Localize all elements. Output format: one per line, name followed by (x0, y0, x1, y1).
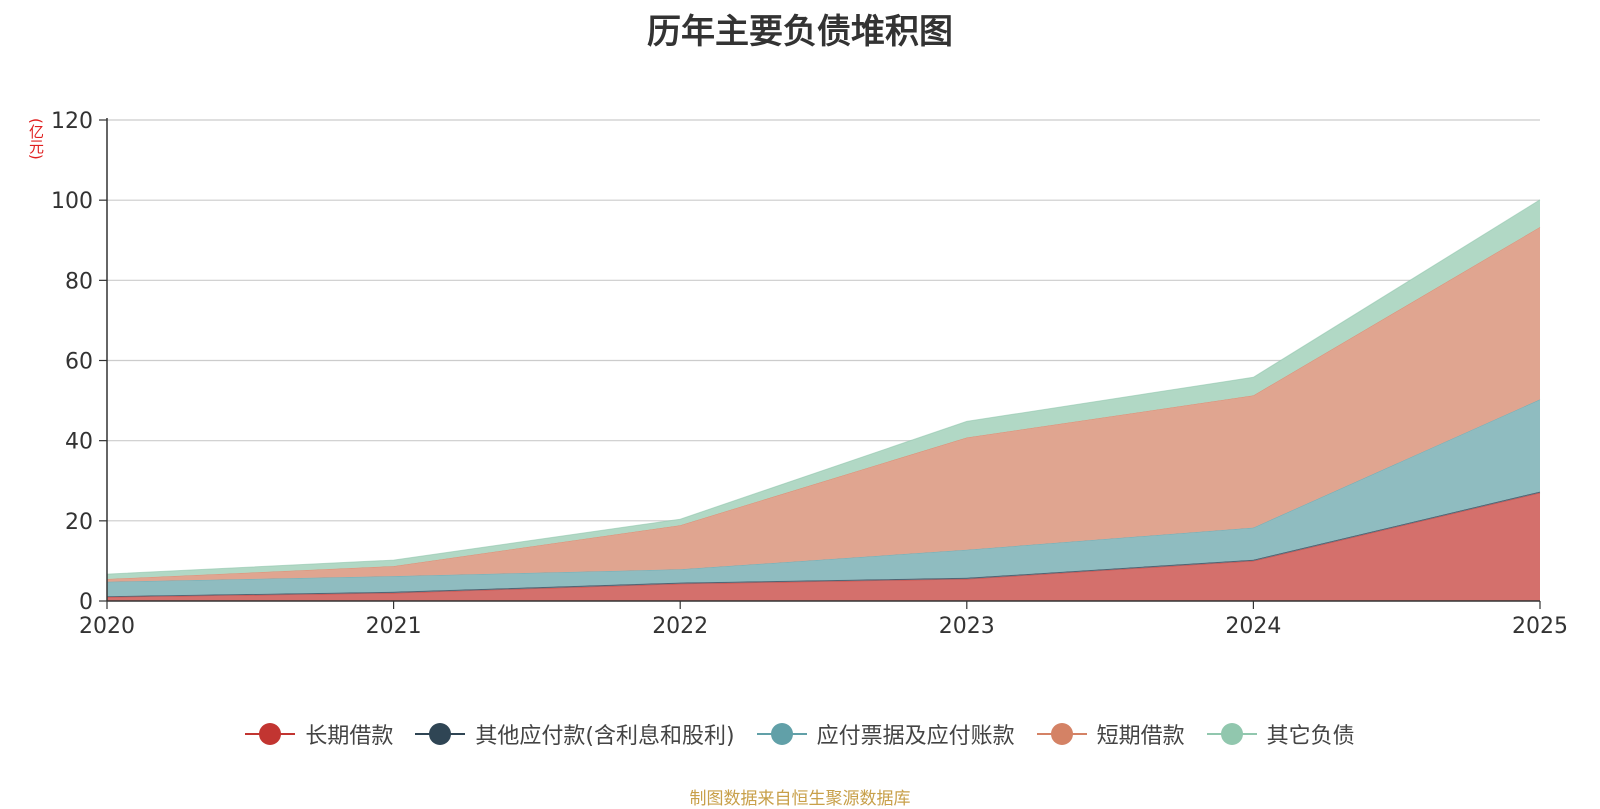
axes: 0 20 40 60 80 100 120 2020 2021 2022 2023 2024 2025 (51, 109, 1568, 639)
legend-marker-icon (756, 722, 807, 746)
legend-label: 其它负债 (1266, 724, 1355, 749)
x-tick-label: 2020 (79, 614, 135, 639)
y-axis-unit-label: (亿元) (27, 118, 45, 160)
legend-marker-icon (1206, 722, 1257, 746)
y-tick-label: 120 (51, 109, 93, 134)
chart-title: 历年主要负债堆积图 (647, 12, 953, 52)
legend-item-1[interactable]: 其他应付款(含利息和股利) (415, 718, 735, 750)
legend-marker-icon (1036, 722, 1087, 746)
area-series-2 (107, 399, 1540, 597)
y-tick-label: 0 (79, 590, 93, 615)
area-series-0 (107, 492, 1540, 601)
x-tick-label: 2025 (1512, 614, 1568, 639)
legend-item-4[interactable]: 其它负债 (1206, 718, 1355, 750)
area-series-3 (107, 227, 1540, 582)
x-tick-label: 2021 (366, 614, 422, 639)
area-series (106, 199, 1541, 601)
legend-label: 长期借款 (305, 724, 394, 749)
legend-marker-icon (245, 722, 296, 746)
legend: 长期借款 其他应付款(含利息和股利) 应付票据及应付账款 短期借款 其它负债 (0, 718, 1600, 750)
y-tick-label: 100 (51, 189, 93, 214)
legend-label: 应付票据及应付账款 (816, 724, 1015, 749)
y-tick-label: 80 (65, 269, 93, 294)
area-series-4 (107, 199, 1540, 580)
x-tick-label: 2022 (652, 614, 708, 639)
legend-item-2[interactable]: 应付票据及应付账款 (756, 718, 1015, 750)
x-tick-label: 2024 (1225, 614, 1281, 639)
x-tick-label: 2023 (939, 614, 995, 639)
y-tick-label: 20 (65, 510, 93, 535)
data-source-note: 制图数据来自恒生聚源数据库 (689, 789, 911, 809)
y-tick-label: 60 (65, 350, 93, 375)
legend-label: 其他应付款(含利息和股利) (475, 724, 735, 749)
y-tick-label: 40 (65, 430, 93, 455)
stacked-area-chart: 0 20 40 60 80 100 120 2020 2021 2022 2023 2024 2025 (51, 109, 1568, 639)
series-line-4 (106, 199, 1541, 575)
legend-item-3[interactable]: 短期借款 (1036, 718, 1185, 750)
legend-item-0[interactable]: 长期借款 (245, 718, 393, 750)
legend-label: 短期借款 (1096, 724, 1185, 749)
legend-marker-icon (415, 722, 466, 746)
